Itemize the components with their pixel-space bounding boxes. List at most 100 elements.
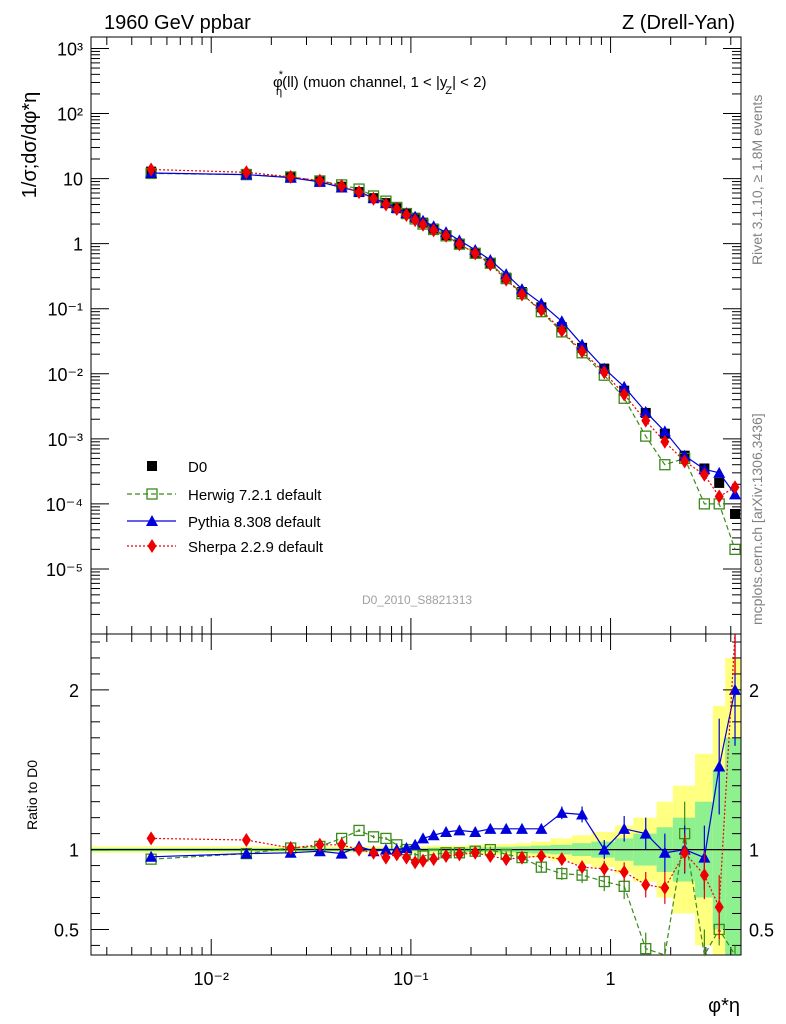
ratio-point: [418, 853, 428, 868]
data-point: [714, 477, 725, 488]
data-point: [241, 165, 251, 180]
ratio-point: [427, 829, 440, 841]
ratio-point: [641, 877, 651, 892]
ratio-point: [517, 850, 527, 865]
series-0: [146, 166, 741, 519]
data-point: [698, 498, 711, 510]
y-tick-label: 10⁻¹: [47, 300, 83, 320]
ratio-point: [535, 822, 548, 834]
ratio-band-inner: [725, 737, 741, 955]
data-point: [730, 480, 740, 495]
ratio-point: [440, 826, 453, 838]
data-point: [429, 223, 439, 238]
ratio-point: [500, 822, 513, 834]
series-line: [151, 172, 736, 495]
x-axis-label: φ*η: [708, 995, 740, 1017]
rivet-label: Rivet 3.1.10, ≥ 1.8M events: [749, 95, 765, 265]
ratio-point: [557, 852, 567, 867]
mcplots-label: mcplots.cern.ch [arXiv:1306.3436]: [749, 413, 765, 625]
ratio-point: [454, 847, 464, 862]
data-point: [315, 173, 325, 188]
ratio-point: [367, 831, 380, 843]
ratio-point: [381, 850, 391, 865]
ratio-point: [400, 842, 413, 853]
data-point: [517, 287, 527, 302]
main-plot-area: 10⁻⁵ 10⁻⁴ 10⁻³ 10⁻² 10⁻¹ 1 10 10² 10³: [46, 36, 742, 635]
ratio-series-2: [146, 633, 736, 940]
y-tick-label: 10⁻²: [47, 365, 83, 385]
data-point: [641, 413, 651, 428]
header-right: Z (Drell-Yan): [622, 12, 735, 34]
ratio-axis-label: Ratio to D0: [24, 760, 40, 830]
y-axis-label: 1/σ;dσ/dφ*η: [19, 92, 41, 199]
ratio-line: [151, 829, 736, 957]
ratio-point: [409, 838, 422, 850]
y-tick-label: 10³: [57, 39, 83, 59]
ratio-y-tick-label: 2: [69, 681, 79, 701]
ratio-point: [485, 848, 495, 863]
ratio-point: [145, 850, 158, 862]
legend-label: D0: [188, 459, 207, 476]
x-tick-label: 1: [606, 969, 616, 989]
ratio-point: [714, 900, 724, 915]
data-point: [536, 303, 546, 318]
ratio-point: [441, 848, 451, 863]
data-point: [640, 430, 652, 442]
data-point: [713, 466, 726, 478]
x-tick-label: 10⁻¹: [393, 969, 429, 989]
data-point: [454, 237, 464, 252]
ratio-point: [146, 831, 156, 846]
ratio-point: [380, 832, 392, 845]
series-2: [145, 166, 742, 500]
legend-marker: [147, 461, 157, 471]
ratio-y-tick-label: 0.5: [54, 920, 79, 940]
data-point: [599, 365, 609, 380]
ratio-point: [556, 867, 568, 880]
data-point: [555, 315, 568, 327]
data-point: [381, 197, 391, 212]
ratio-point: [699, 868, 709, 883]
ratio-point: [240, 847, 253, 859]
legend-marker: [146, 515, 158, 526]
ratio-plot-area: 10⁻² 10⁻¹ 1 0.5 0.5 1 1 2 2: [54, 633, 774, 989]
ratio-point: [640, 942, 652, 955]
ratio-point: [453, 824, 466, 836]
legend-label: Pythia 8.308 default: [188, 514, 321, 531]
ratio-y-tick-label-right: 2: [749, 681, 759, 701]
data-point: [535, 297, 548, 309]
legend-marker: [147, 539, 157, 553]
data-point: [418, 217, 428, 232]
ratio-point: [660, 880, 670, 895]
ratio-point: [392, 847, 402, 862]
ratio-point: [577, 860, 587, 875]
ratio-y-tick-label-right: 1: [749, 841, 759, 861]
data-point: [354, 185, 364, 200]
data-point: [714, 489, 724, 504]
ratio-point: [729, 683, 742, 695]
y-tick-label: 1: [73, 235, 83, 255]
ratio-point: [469, 826, 482, 838]
data-point: [699, 467, 709, 482]
ratio-point: [353, 824, 365, 837]
ratio-point: [598, 843, 611, 855]
ratio-point: [515, 822, 528, 834]
analysis-id: D0_2010_S8821313: [362, 593, 472, 607]
ratio-point: [680, 845, 690, 860]
ratio-point: [639, 827, 652, 839]
data-point: [286, 169, 296, 184]
ratio-point: [470, 845, 480, 860]
data-point: [639, 405, 652, 417]
series-3: [146, 162, 740, 504]
ratio-y-tick-label: 1: [69, 841, 79, 861]
data-point: [729, 543, 741, 556]
data-point: [441, 228, 451, 243]
ratio-point: [337, 837, 347, 852]
ratio-point: [379, 843, 392, 855]
data-point: [658, 425, 671, 437]
ratio-point: [576, 808, 589, 820]
ratio-point: [599, 861, 609, 876]
y-tick-label: 10⁻⁵: [46, 560, 83, 580]
y-tick-label: 10⁻³: [47, 430, 83, 450]
ratio-point: [713, 760, 726, 772]
